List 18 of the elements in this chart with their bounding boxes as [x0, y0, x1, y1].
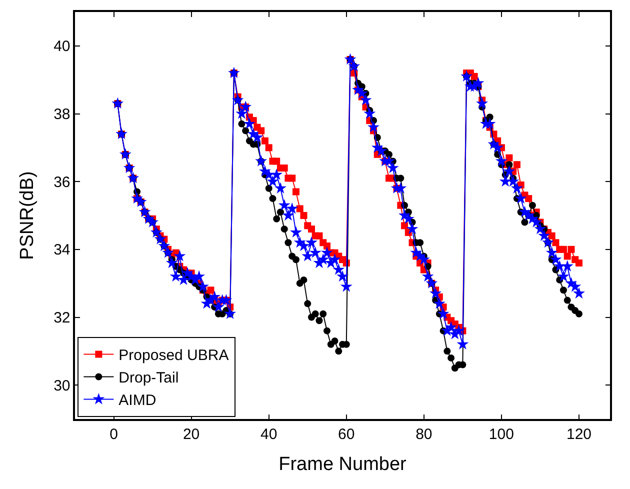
x-tick-label: 120 [566, 426, 592, 443]
y-tick-label: 32 [54, 310, 70, 326]
x-tick-label: 40 [260, 426, 278, 443]
x-tick-label: 20 [182, 426, 200, 443]
x-tick-label: 80 [416, 426, 432, 443]
legend-label: AIMD [118, 392, 156, 410]
legend-label: Drop-Tail [118, 370, 179, 387]
y-tick-label: 30 [54, 377, 70, 394]
y-tick-label: 40 [54, 38, 70, 56]
legend-label: Proposed UBRA [118, 347, 229, 364]
x-tick-label: 100 [488, 426, 514, 443]
x-tick-label: 0 [110, 426, 118, 443]
y-axis-title: PSNR(dB) [16, 171, 38, 260]
y-tick-label: 36 [54, 174, 70, 191]
x-tick-label: 60 [338, 426, 355, 443]
y-tick-label: 38 [54, 106, 70, 123]
x-axis-title: Frame Number [278, 454, 408, 476]
y-tick-label: 34 [54, 242, 70, 259]
